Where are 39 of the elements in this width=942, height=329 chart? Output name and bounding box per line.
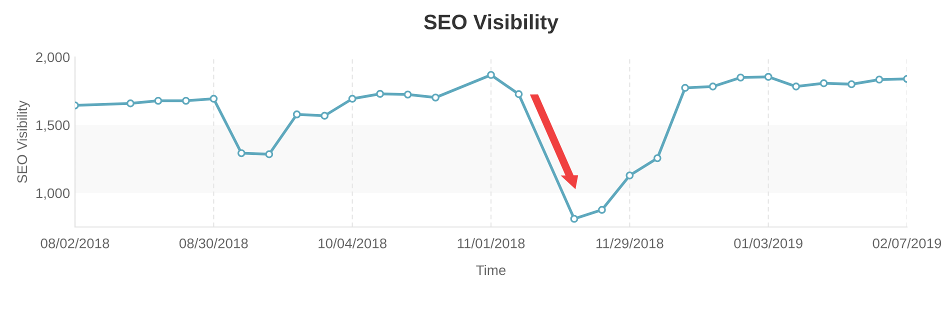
y-tick-label: 1,000 <box>36 188 70 200</box>
x-axis-title: Time <box>476 264 506 276</box>
point <box>376 90 384 98</box>
point <box>154 96 162 105</box>
point <box>487 70 495 79</box>
point <box>764 72 772 81</box>
chart-title: SEO Visibility <box>424 14 558 34</box>
point <box>514 90 523 98</box>
point <box>210 94 218 103</box>
y-tick-label: 2,000 <box>36 52 70 64</box>
point <box>875 76 884 84</box>
x-tick-label: 11/01/2018 <box>458 238 525 248</box>
y-axis-title: SEO Visibility <box>16 100 30 183</box>
point <box>126 99 134 108</box>
point <box>820 79 828 88</box>
point <box>265 150 274 158</box>
x-tick-label: 08/02/2018 <box>40 238 110 248</box>
point <box>736 74 745 82</box>
point <box>292 110 301 118</box>
point <box>237 149 246 158</box>
x-tick-label: 01/03/2019 <box>734 238 802 248</box>
point <box>653 154 662 162</box>
point <box>404 90 412 98</box>
x-tick-label: 11/29/2018 <box>596 238 664 248</box>
point <box>570 214 578 223</box>
x-tick-label: 08/30/2018 <box>179 238 248 248</box>
point <box>598 206 606 214</box>
x-tick-label: 10/04/2018 <box>318 238 386 248</box>
point <box>320 112 329 120</box>
point <box>626 171 634 180</box>
point <box>681 84 690 92</box>
y-tick-label: 1,500 <box>36 120 70 132</box>
point <box>348 94 356 103</box>
point <box>182 96 190 105</box>
x-tick-label: 02/07/2019 <box>872 238 942 248</box>
point <box>432 94 440 102</box>
point <box>792 82 800 90</box>
point <box>848 80 856 88</box>
point <box>708 82 717 90</box>
